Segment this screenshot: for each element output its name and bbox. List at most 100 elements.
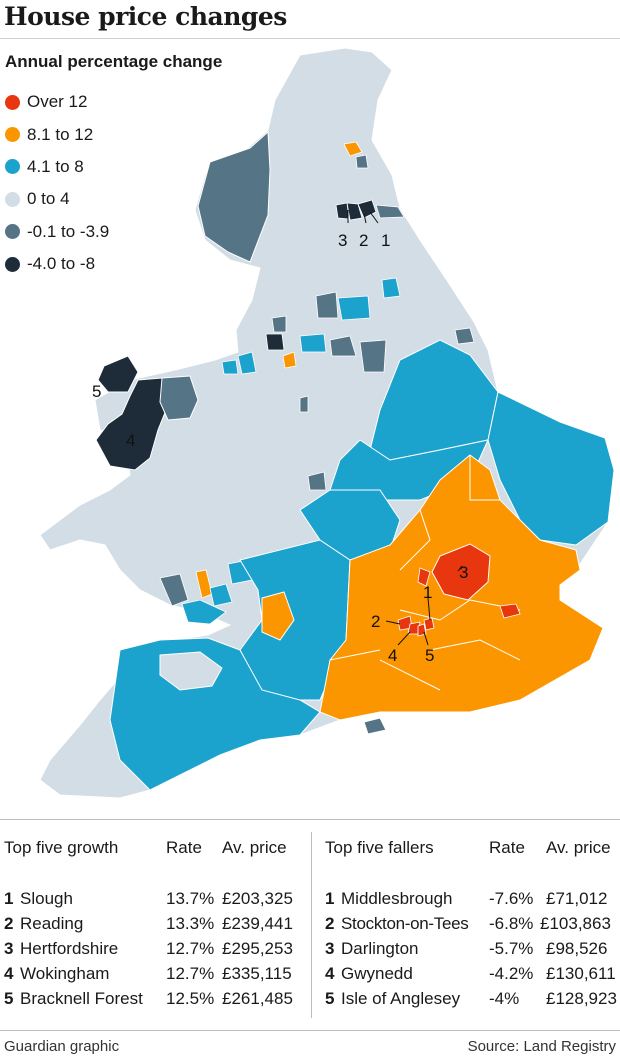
leeds-region — [337, 295, 371, 321]
slough-region — [423, 617, 435, 631]
conwy-region — [159, 375, 199, 421]
darlington-region — [335, 202, 350, 220]
lancs-region-b — [265, 333, 285, 351]
south-wales-region-d — [181, 599, 227, 625]
map-label-south-1: 1 — [423, 583, 432, 602]
hertfordshire-region — [431, 543, 491, 601]
area-name: Bracknell Forest — [20, 989, 143, 1008]
barnsley-region — [329, 335, 357, 357]
price: £71,012 — [546, 889, 608, 908]
legend-item: 0 to 4 — [5, 183, 109, 215]
area-name: Hertfordshire — [20, 939, 119, 958]
table-row: 3 Hertfordshire 12.7% £295,253 — [4, 939, 293, 959]
table-row: 4 Wokingham 12.7% £335,115 — [4, 964, 292, 984]
table-divider — [0, 819, 620, 820]
table-row: 2 Stockton-on-Tees -6.8% £103,863 — [325, 914, 611, 934]
south-wales-region-c — [209, 583, 233, 607]
bristol-orange-region — [261, 591, 295, 641]
price: £203,325 — [222, 889, 293, 908]
price: £103,863 — [540, 914, 611, 933]
rank: 4 — [325, 964, 335, 983]
legend-swatch — [5, 224, 20, 240]
lancs-region-a — [271, 315, 287, 333]
table-row: 2 Reading 13.3% £239,441 — [4, 914, 293, 934]
legend-label: Over 12 — [27, 92, 88, 112]
area-name: Stockton-on-Tees — [341, 914, 469, 933]
stockton-region — [346, 202, 363, 221]
legend-item: -4.0 to -8 — [5, 248, 109, 280]
page-title: House price changes — [4, 2, 287, 31]
graphic-credit: Guardian graphic — [4, 1038, 120, 1055]
area-name: Reading — [20, 914, 84, 933]
england-wales-map: 3 2 1 5 4 3 1 2 4 5 — [39, 47, 615, 799]
table-row: 5 Bracknell Forest 12.5% £261,485 — [4, 989, 293, 1009]
map-label-south-4: 4 — [388, 646, 397, 665]
isle-of-wight-region — [363, 717, 387, 735]
table-row: 1 Middlesbrough -7.6% £71,012 — [325, 889, 607, 909]
sunderland-region — [355, 154, 369, 169]
fallers-header: Top five fallers — [325, 838, 434, 857]
rank: 3 — [4, 939, 14, 958]
rate: -4.2% — [489, 964, 534, 983]
trafford-region — [282, 351, 297, 369]
bradford-region — [315, 291, 339, 319]
rank: 2 — [325, 914, 335, 933]
map-label-north-3: 3 — [338, 231, 347, 250]
rank: 5 — [325, 989, 335, 1008]
area-name: Wokingham — [20, 964, 110, 983]
legend-swatch — [5, 256, 20, 272]
price: £335,115 — [222, 964, 292, 983]
area-name: Isle of Anglesey — [341, 989, 461, 1008]
table-row: 3 Darlington -5.7% £98,526 — [325, 939, 607, 959]
york-region — [381, 277, 401, 299]
table-row: 4 Gwynedd -4.2% £130,611 — [325, 964, 616, 984]
rank: 1 — [325, 889, 335, 908]
fallers-rate-header: Rate — [489, 838, 525, 857]
legend-swatch — [5, 127, 20, 143]
growth-header: Top five growth — [4, 838, 119, 857]
price: £128,923 — [546, 989, 617, 1008]
column-divider — [311, 832, 312, 1018]
legend-label: 8.1 to 12 — [27, 124, 94, 144]
se-boundary-lines — [329, 455, 521, 691]
legend-label: 0 to 4 — [27, 189, 70, 209]
legend-swatch — [5, 191, 20, 207]
label-leader-lines — [347, 210, 463, 646]
price: £295,253 — [222, 939, 293, 958]
legend-swatch — [5, 159, 20, 175]
legend-swatch — [5, 94, 20, 110]
title-divider — [0, 38, 620, 39]
legend-title: Annual percentage change — [5, 52, 223, 71]
map-label-wales-4: 4 — [126, 431, 135, 450]
buckinghamshire-region — [417, 567, 431, 587]
rank: 3 — [325, 939, 335, 958]
data-source: Source: Land Registry — [467, 1038, 616, 1055]
table-row: 5 Isle of Anglesey -4% £128,923 — [325, 989, 617, 1009]
price: £98,526 — [546, 939, 608, 958]
wirral-region — [221, 359, 239, 375]
map-label-south-5: 5 — [425, 646, 434, 665]
price: £130,611 — [546, 964, 616, 983]
map-label-south-3: 3 — [459, 563, 468, 582]
legend-label: -0.1 to -3.9 — [27, 221, 110, 241]
legend: Over 12 8.1 to 12 4.1 to 8 0 to 4 -0.1 t… — [5, 86, 109, 280]
growth-price-header: Av. price — [222, 838, 287, 857]
map-label-north-2: 2 — [359, 231, 368, 250]
table-row: 1 Slough 13.7% £203,325 — [4, 889, 293, 909]
redcar-region — [375, 204, 405, 219]
area-name: Gwynedd — [341, 964, 413, 983]
area-name: Middlesbrough — [341, 889, 453, 908]
rate: 13.3% — [166, 914, 215, 933]
south-wales-region-a — [159, 573, 189, 607]
norfolk-suffolk-region — [487, 391, 615, 546]
map-label-wales-5: 5 — [92, 382, 101, 401]
newcastle-region — [343, 141, 363, 157]
legend-item: 4.1 to 8 — [5, 151, 109, 183]
hull-region — [454, 327, 475, 345]
rank: 1 — [4, 889, 14, 908]
rate: -6.8% — [489, 914, 534, 933]
anglesey-region — [97, 355, 139, 393]
rate: 13.7% — [166, 889, 215, 908]
area-name: Slough — [20, 889, 73, 908]
thurrock-region — [499, 603, 521, 619]
